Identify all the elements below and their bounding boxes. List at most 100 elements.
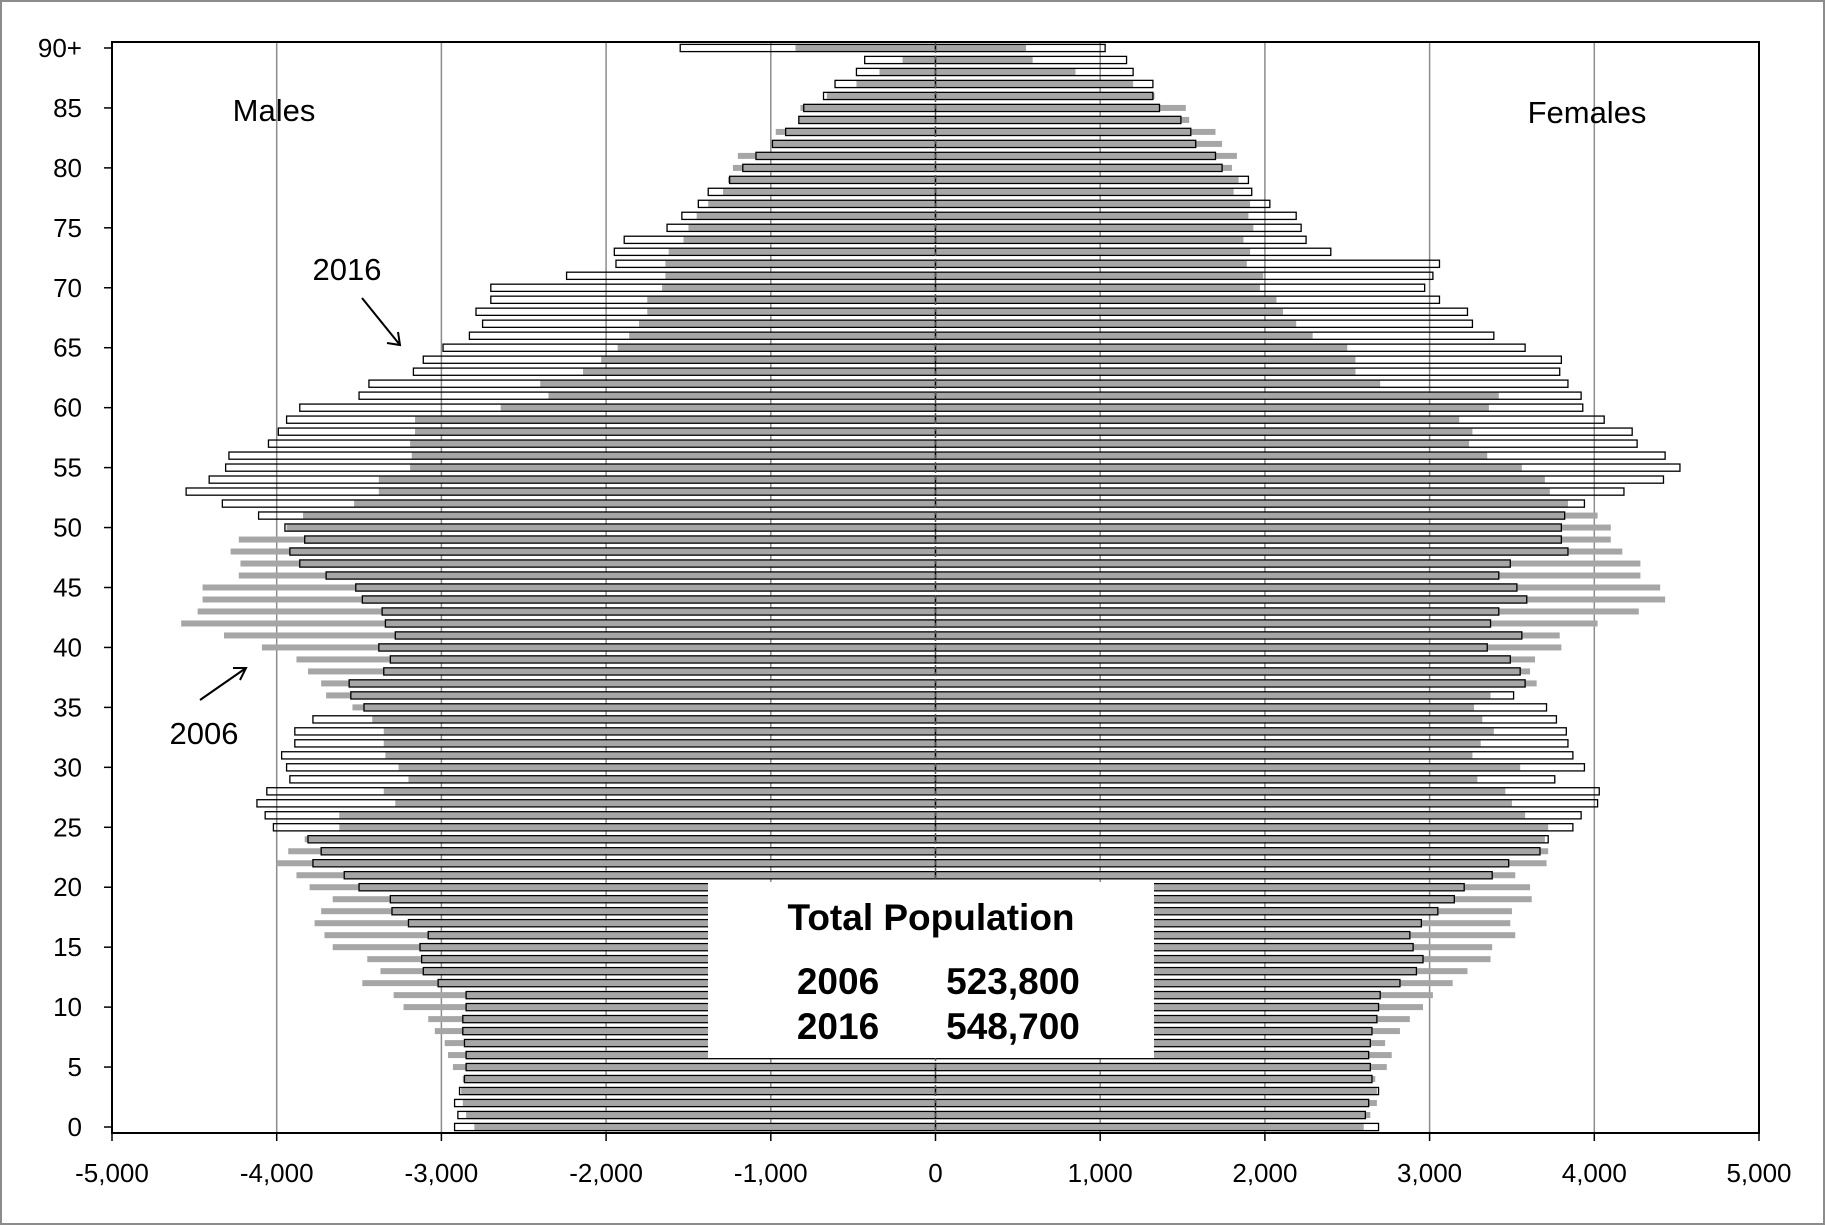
bar-2006-female — [935, 1100, 1377, 1107]
bar-2006-female — [935, 440, 1470, 447]
bar-2006-male — [665, 272, 936, 279]
bar-2016-female — [934, 295, 1441, 305]
bar-2006-male — [321, 680, 936, 687]
bar-2006-male — [197, 608, 936, 615]
bar-2006-female — [935, 980, 1453, 987]
bar-2006-female — [935, 788, 1506, 795]
bar-2016-female — [934, 715, 1558, 724]
bar-2006-female — [935, 404, 1489, 411]
y-tick-label: 85 — [53, 93, 82, 123]
bar-2016-female — [934, 547, 1569, 556]
bar-2006-female — [935, 344, 1348, 351]
bar-2006-male — [378, 488, 936, 495]
bar-2006-male — [462, 1100, 936, 1107]
bar-2006-male — [411, 452, 936, 459]
x-tick-label: -2,000 — [569, 1158, 643, 1188]
y-tick-label: 25 — [53, 812, 82, 842]
bar-2006-male — [332, 896, 936, 903]
bar-2006-male — [362, 980, 936, 987]
bar-2006-female — [935, 584, 1661, 591]
bar-2006-male — [856, 80, 936, 87]
bar-2006-female — [935, 992, 1433, 999]
bar-2006-female — [935, 536, 1611, 543]
bar-2016-female — [934, 1098, 1370, 1108]
bar-2016-female — [934, 211, 1297, 221]
bar-2006-female — [935, 1052, 1392, 1059]
bar-2006-male — [307, 668, 936, 675]
bar-2016-female — [934, 631, 1523, 640]
bar-2006-female — [935, 92, 1155, 99]
bar-2006-male — [352, 704, 936, 711]
bar-2006-male — [466, 1112, 936, 1119]
bar-2006-female — [935, 848, 1549, 855]
bar-2006-female — [935, 620, 1598, 627]
arrow-2016-label: 2016 — [313, 252, 382, 287]
series-2006-bars — [181, 44, 1666, 1131]
bar-2006-female — [935, 836, 1545, 843]
bar-2016-female — [934, 259, 1441, 269]
y-tick-label: 30 — [53, 752, 82, 782]
y-tick-label: 15 — [53, 932, 82, 962]
total-year-2006: 2006 — [797, 961, 879, 1002]
x-tick-label: -4,000 — [240, 1158, 314, 1188]
bar-2006-male — [461, 1088, 936, 1095]
bar-2006-male — [324, 932, 936, 939]
bar-2016-female — [934, 799, 1599, 808]
bar-2006-female — [935, 116, 1190, 123]
bar-2006-female — [935, 920, 1511, 927]
bar-2006-female — [935, 356, 1356, 363]
bar-2016-female — [934, 511, 1566, 520]
bar-2006-male — [727, 176, 936, 183]
bar-2006-male — [385, 752, 936, 759]
bar-2006-female — [935, 476, 1545, 483]
bar-2006-female — [935, 104, 1186, 111]
bar-2006-male — [398, 764, 936, 771]
bar-2006-male — [296, 656, 936, 663]
bar-2006-male — [238, 536, 936, 543]
bar-2006-female — [935, 728, 1494, 735]
bar-2006-female — [935, 188, 1234, 195]
bar-2006-female — [935, 128, 1216, 135]
bar-2006-male — [629, 332, 936, 339]
x-tick-label: 4,000 — [1562, 1158, 1627, 1188]
bar-2016-female — [934, 127, 1192, 137]
bar-2006-male — [261, 644, 936, 651]
bar-2006-female — [935, 1124, 1364, 1131]
bar-2006-female — [935, 968, 1468, 975]
series-2016-bars — [185, 43, 1681, 1132]
bar-2006-female — [935, 68, 1076, 75]
bar-2006-male — [447, 1052, 936, 1059]
bar-2006-female — [935, 236, 1244, 243]
bar-2006-male — [826, 92, 936, 99]
bar-2006-male — [240, 560, 936, 567]
bar-2006-female — [935, 1004, 1424, 1011]
bar-2016-female — [934, 847, 1541, 856]
bar-2006-male — [665, 260, 936, 267]
bar-2006-female — [935, 332, 1313, 339]
bar-2006-male — [403, 1004, 936, 1011]
y-tick-label: 80 — [53, 153, 82, 183]
bar-2006-female — [935, 1076, 1376, 1083]
bar-2006-male — [332, 944, 936, 951]
y-tick-label: 10 — [53, 992, 82, 1022]
bar-2006-female — [935, 320, 1297, 327]
bar-2006-male — [296, 872, 936, 879]
bar-2006-male — [647, 308, 936, 315]
bar-2016-female — [934, 679, 1526, 688]
bar-2006-male — [723, 188, 936, 195]
y-tick-label: 70 — [53, 273, 82, 303]
bar-2006-male — [378, 476, 936, 483]
total-title: Total Population — [787, 897, 1074, 938]
bar-2006-female — [935, 692, 1491, 699]
bar-2006-female — [935, 1028, 1400, 1035]
bar-2006-female — [935, 428, 1473, 435]
bar-2006-female — [935, 932, 1516, 939]
bar-2006-male — [202, 596, 936, 603]
bar-2006-female — [935, 908, 1512, 915]
bar-2016-female — [934, 583, 1518, 592]
bar-2006-female — [935, 164, 1232, 171]
x-tick-label: -3,000 — [405, 1158, 479, 1188]
bar-2006-female — [935, 368, 1356, 375]
bar-2006-female — [935, 488, 1550, 495]
total-value-2006: 523,800 — [946, 961, 1080, 1002]
